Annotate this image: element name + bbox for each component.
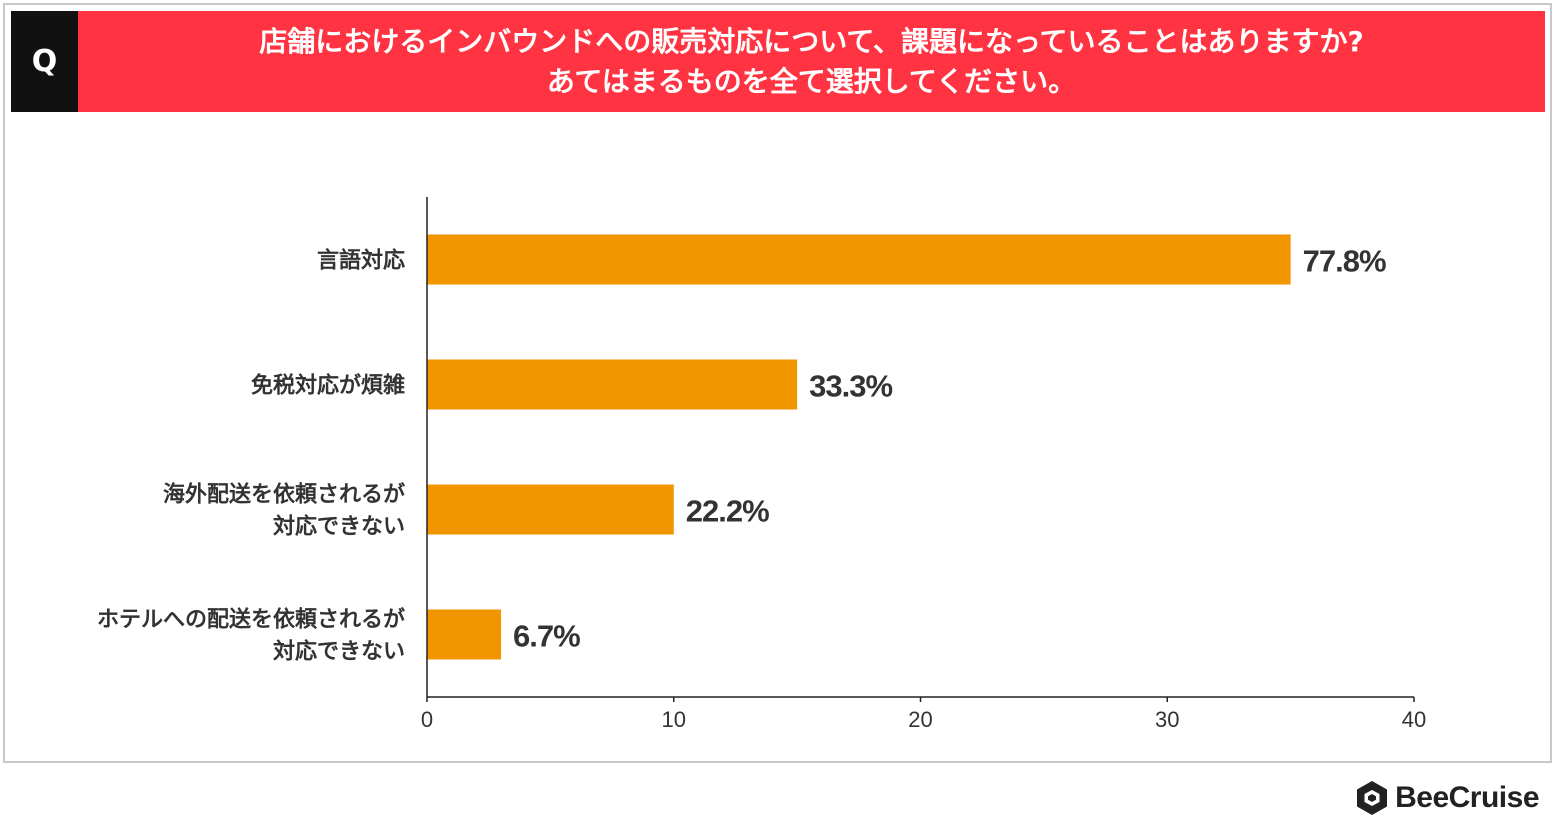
x-tick-label-10: 10	[662, 707, 686, 732]
brand-name: BeeCruise	[1395, 781, 1539, 814]
category-label-1-line-1: 言語対応	[317, 248, 405, 274]
question-title-line2: あてはまるものを全て選択してください。	[546, 64, 1077, 98]
category-label-3-line-2: 対応できない	[273, 514, 405, 540]
x-tick-label-20: 20	[908, 707, 932, 732]
category-label-2-line-1: 免税対応が煩雑	[251, 373, 405, 399]
question-title-line1: 店舗におけるインバウンドへの販売対応について、課題になっていることはありますか?	[259, 24, 1364, 58]
category-label-4-line-1: ホテルへの配送を依頼されるが	[97, 607, 405, 633]
bar-1	[427, 234, 1291, 285]
bar-3	[427, 484, 674, 535]
category-label-3-line-1: 海外配送を依頼されるが	[163, 482, 405, 508]
question-header: Q 店舗におけるインバウンドへの販売対応について、課題になっていることはあります…	[11, 11, 1545, 112]
x-tick-label-0: 0	[421, 707, 433, 732]
data-label-1: 77.8%	[1303, 244, 1386, 279]
data-label-3: 22.2%	[686, 494, 769, 529]
data-label-4: 6.7%	[513, 619, 580, 654]
x-tick-label-30: 30	[1155, 707, 1179, 732]
hexagon-logo-icon	[1357, 781, 1388, 815]
brand-logo: BeeCruise	[1355, 778, 1539, 818]
question-title: 店舗におけるインバウンドへの販売対応について、課題になっていることはありますか?…	[78, 11, 1545, 112]
x-tick-label-40: 40	[1402, 707, 1426, 732]
bar-4	[427, 609, 502, 660]
bar-2	[427, 359, 798, 410]
q-badge: Q	[11, 11, 78, 112]
data-label-2: 33.3%	[809, 369, 892, 404]
category-label-4-line-2: 対応できない	[273, 639, 405, 665]
